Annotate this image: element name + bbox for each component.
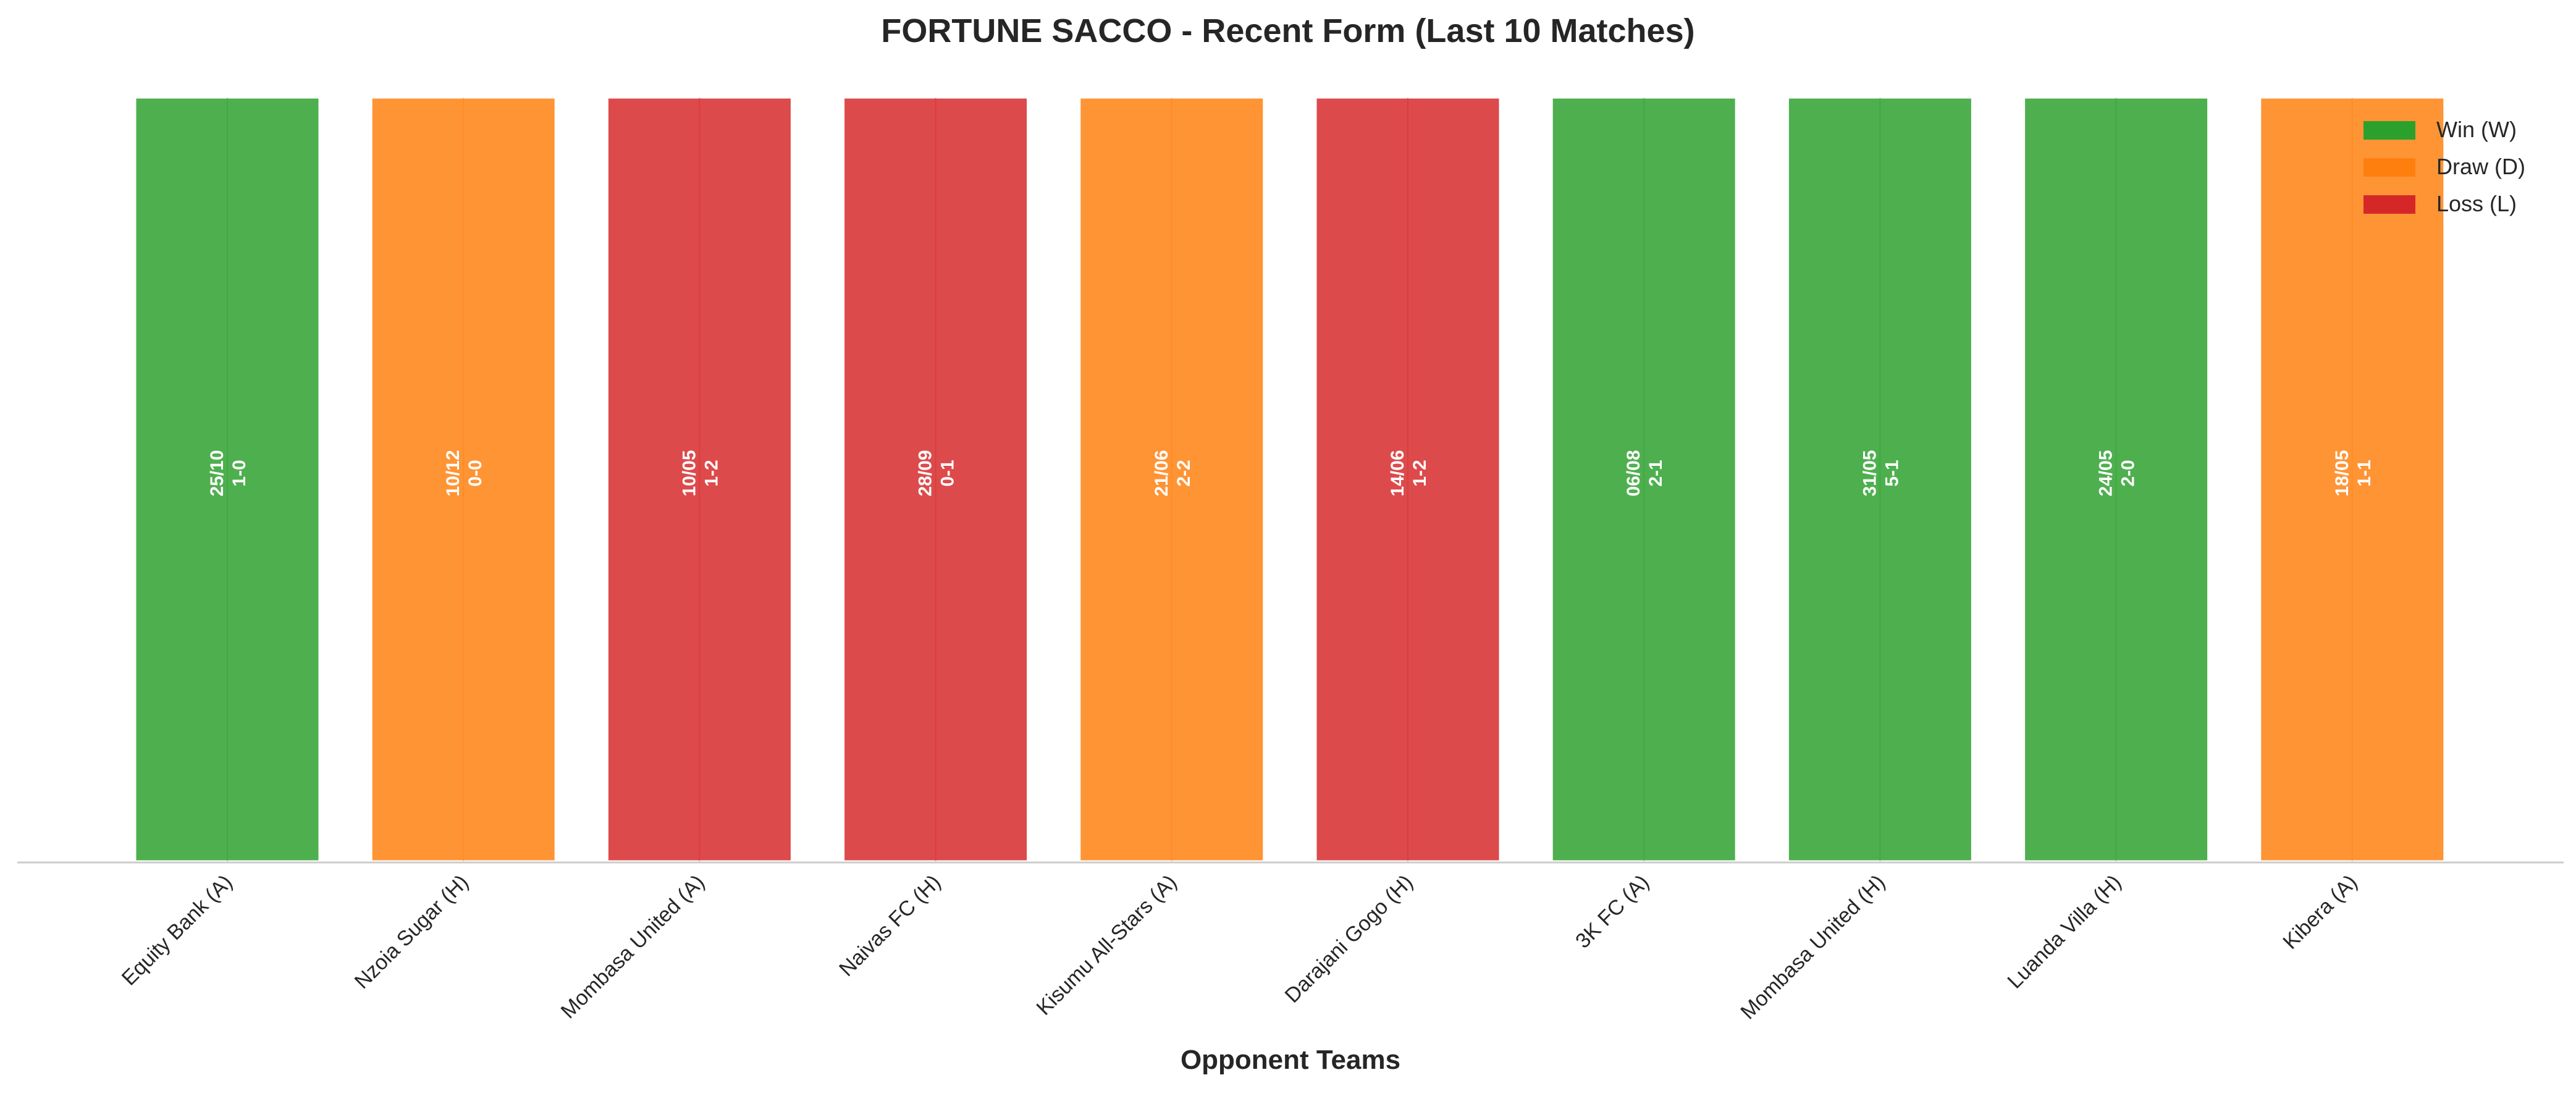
bar-8 (1787, 96, 1973, 862)
bar-3 (606, 96, 793, 862)
bar-10 (2259, 96, 2446, 862)
match-score: 0-1 (938, 460, 958, 486)
bar-data-label: 06/08 2-1 (1623, 450, 1666, 496)
bar-data-label: 10/12 0-0 (443, 450, 486, 496)
bar-2 (370, 96, 557, 862)
match-date: 14/06 (1387, 450, 1408, 496)
match-score: 2-0 (2118, 460, 2139, 486)
bar-data-label: 25/10 1-0 (207, 450, 250, 496)
chart-title: FORTUNE SACCO - Recent Form (Last 10 Mat… (881, 12, 1694, 49)
bar-1 (134, 96, 321, 862)
legend-label: Win (W) (2436, 117, 2517, 142)
bar-data-label: 18/05 1-1 (2332, 450, 2375, 496)
bar-4 (843, 96, 1029, 862)
match-score: 0-0 (465, 460, 486, 486)
match-date: 10/12 (443, 450, 463, 496)
match-score: 1-0 (229, 460, 250, 486)
bar-data-label: 28/09 0-1 (915, 450, 958, 496)
bar-data-label: 31/05 5-1 (1859, 450, 1902, 496)
legend-swatch-d (2363, 158, 2415, 177)
bar-7 (1551, 96, 1737, 862)
x-tick-label: Naivas FC (H) (835, 870, 945, 981)
x-tick-label: Darajani Gogo (H) (1281, 870, 1418, 1008)
legend-swatch-l (2363, 195, 2415, 214)
x-axis-label: Opponent Teams (1181, 1045, 1400, 1075)
bar-data-label: 24/05 2-0 (2096, 450, 2139, 496)
match-score: 1-1 (2354, 460, 2375, 486)
match-date: 06/08 (1623, 450, 1644, 496)
match-date: 24/05 (2096, 450, 2116, 496)
match-date: 25/10 (207, 450, 227, 496)
legend-swatch-w (2363, 121, 2415, 140)
x-tick-label: Kibera (A) (2278, 870, 2362, 954)
match-score: 1-2 (1410, 460, 1430, 486)
match-date: 10/05 (679, 450, 699, 496)
x-tick-label: 3K FC (A) (1571, 870, 1654, 953)
x-tick-label: Kisumu All-Stars (A) (1032, 870, 1181, 1020)
x-tick-label: Nzoia Sugar (H) (350, 870, 473, 993)
legend-label: Loss (L) (2436, 191, 2517, 216)
bar-data-label: 10/05 1-2 (679, 450, 722, 496)
bar-data-label: 14/06 1-2 (1387, 450, 1430, 496)
x-tick-label: Mombasa United (A) (557, 870, 709, 1023)
x-tick-label: Luanda Villa (H) (2003, 870, 2126, 993)
match-score: 1-2 (701, 460, 722, 486)
x-tick-label: Mombasa United (H) (1736, 870, 1890, 1024)
x-tick-labels: Equity Bank (A) Nzoia Sugar (H) Mombasa Un… (117, 870, 2362, 1024)
bar-9 (2023, 96, 2210, 862)
bar-5 (1079, 96, 1265, 862)
x-tick-label: Equity Bank (A) (117, 870, 237, 990)
legend-label: Draw (D) (2436, 154, 2525, 179)
match-date: 18/05 (2332, 450, 2352, 496)
legend: Win (W) Draw (D) Loss (L) (2363, 117, 2525, 216)
bars-layer (134, 96, 2446, 862)
bar-labels-layer: 25/10 1-0 10/12 0-0 10/05 1-2 28/09 0-1 21/06 2-2… (207, 450, 2375, 496)
match-date: 28/09 (915, 450, 936, 496)
match-date: 31/05 (1859, 450, 1880, 496)
bar-data-label: 21/06 2-2 (1151, 450, 1194, 496)
match-score: 2-2 (1174, 460, 1194, 486)
bar-6 (1315, 96, 1501, 862)
match-score: 5-1 (1882, 460, 1902, 486)
match-score: 2-1 (1646, 460, 1666, 486)
match-date: 21/06 (1151, 450, 1172, 496)
